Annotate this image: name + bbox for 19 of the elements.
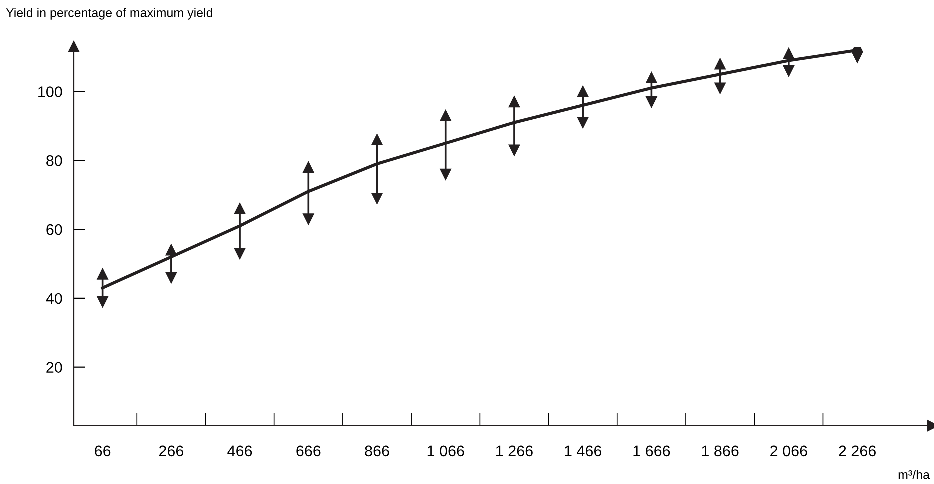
x-tick-label: 866 — [365, 446, 390, 457]
x-axis-title: m³/ha — [898, 470, 930, 480]
y-tick-label: 20 — [46, 362, 62, 374]
x-tick-label: 466 — [228, 446, 252, 457]
x-tick-label: 1 266 — [496, 446, 533, 457]
x-tick-label: 1 866 — [702, 446, 739, 457]
x-tick-label: 666 — [296, 446, 321, 457]
x-tick-label: 1 666 — [634, 446, 670, 457]
y-tick-label: 40 — [46, 293, 62, 304]
x-tick-label: 1 066 — [428, 446, 464, 457]
y-tick-label: 60 — [46, 224, 62, 236]
x-tick-label: 266 — [159, 446, 184, 457]
x-tick-label: 66 — [95, 446, 111, 457]
x-tick-label: 2 066 — [770, 446, 808, 457]
y-axis-title: Yield in percentage of maximum yield — [6, 8, 212, 20]
y-tick-label: 80 — [46, 156, 62, 166]
x-tick-label: 1 466 — [565, 446, 602, 457]
x-tick-label: 2 266 — [839, 446, 876, 457]
y-tick-label: 100 — [38, 86, 62, 98]
